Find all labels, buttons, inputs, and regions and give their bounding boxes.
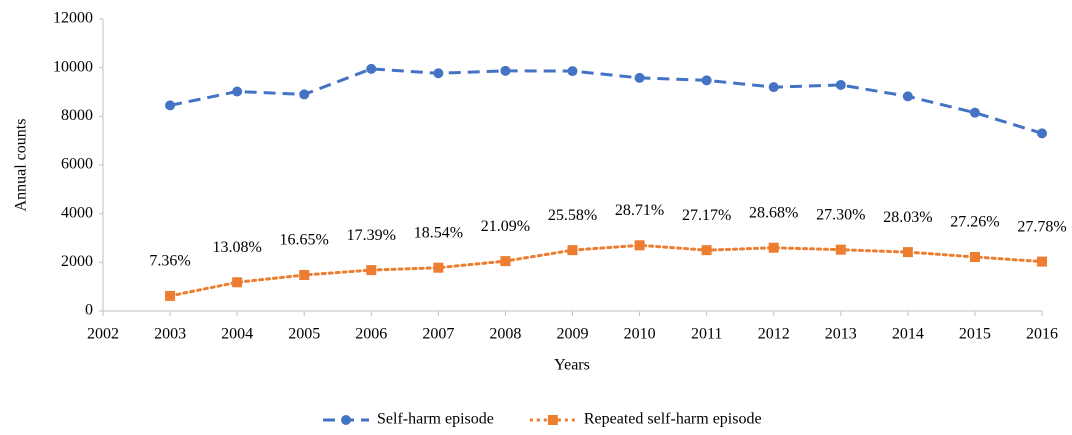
x-axis-label: Years [554, 357, 590, 374]
data-label: 25.58% [548, 207, 597, 224]
x-tick-label: 2012 [758, 326, 790, 343]
point [433, 262, 444, 273]
point [500, 65, 511, 76]
data-label: 27.17% [682, 207, 731, 224]
point [366, 265, 377, 276]
x-tick-label: 2016 [1026, 326, 1058, 343]
point [165, 100, 176, 111]
data-label: 28.03% [883, 209, 932, 226]
point [701, 245, 712, 256]
data-label: 16.65% [280, 232, 329, 249]
series-line [169, 67, 1043, 135]
point [768, 242, 779, 253]
y-tick-label: 0 [85, 302, 93, 319]
x-tick-label: 2008 [489, 326, 521, 343]
point [299, 269, 310, 280]
data-label: 27.26% [950, 214, 999, 231]
point [165, 290, 176, 301]
point [1037, 128, 1047, 139]
x-tick-label: 2013 [825, 326, 857, 343]
point [232, 277, 243, 288]
point [500, 256, 511, 267]
point [902, 247, 913, 258]
y-axis-label: Annual counts [13, 119, 30, 212]
point [567, 245, 578, 256]
data-label: 13.08% [212, 239, 261, 256]
y-tick-label: 10000 [53, 58, 93, 75]
x-tick-label: 2014 [892, 326, 924, 343]
y-tick-label: 8000 [61, 107, 93, 124]
legend-label: Self-harm episode [377, 411, 494, 428]
point [768, 82, 779, 93]
point [634, 72, 645, 83]
point [969, 107, 980, 118]
point [969, 251, 980, 262]
point [433, 68, 444, 79]
point [701, 75, 712, 86]
x-tick-label: 2004 [221, 326, 253, 343]
data-label: 17.39% [347, 227, 396, 244]
point [902, 91, 913, 102]
data-label: 27.30% [816, 206, 865, 223]
data-label: 28.71% [615, 202, 664, 219]
y-tick-label: 6000 [61, 156, 93, 173]
x-tick-label: 2003 [154, 326, 186, 343]
point [634, 240, 645, 251]
x-tick-label: 2006 [355, 326, 387, 343]
data-label: 28.68% [749, 204, 798, 221]
point [366, 63, 377, 74]
data-label: 27.78% [1017, 218, 1066, 235]
x-tick-label: 2007 [422, 326, 454, 343]
x-tick-label: 2011 [691, 326, 722, 343]
point [299, 89, 310, 100]
y-tick-label: 2000 [61, 253, 93, 270]
series-line [168, 243, 1044, 298]
y-tick-label: 12000 [53, 10, 93, 27]
y-tick-label: 4000 [61, 204, 93, 221]
legend-label: Repeated self-harm episode [584, 411, 762, 428]
data-label: 21.09% [481, 218, 530, 235]
point [232, 86, 243, 97]
point [835, 244, 846, 255]
x-tick-label: 2015 [959, 326, 991, 343]
x-tick-label: 2010 [624, 326, 656, 343]
point [1037, 256, 1047, 267]
data-label: 7.36% [149, 253, 190, 270]
x-tick-label: 2005 [288, 326, 320, 343]
x-tick-label: 2009 [557, 326, 589, 343]
x-tick-label: 2002 [87, 326, 119, 343]
legend-marker [547, 415, 558, 425]
legend-marker [341, 415, 351, 425]
point [567, 66, 578, 77]
data-label: 18.54% [414, 224, 463, 241]
point [835, 79, 846, 90]
